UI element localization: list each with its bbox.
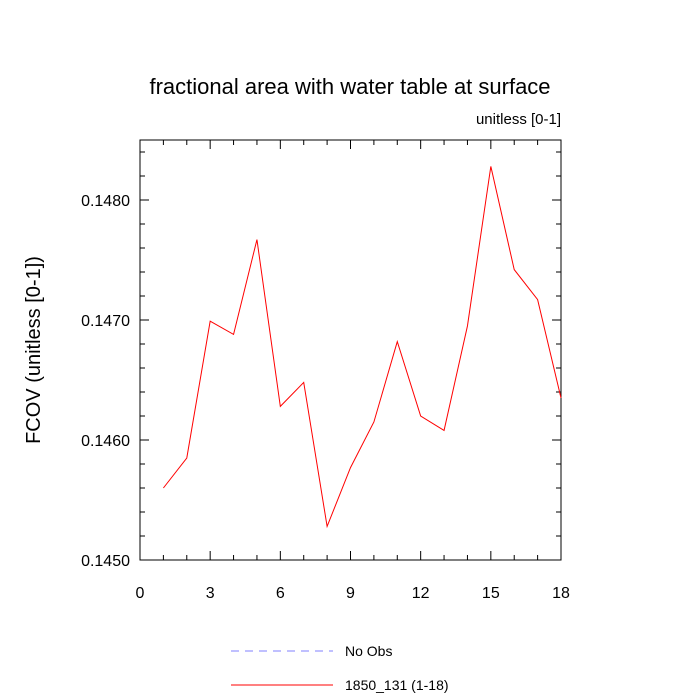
series-line [162, 166, 562, 529]
legend-label: 1850_131 (1-18) [345, 677, 449, 693]
y-tick-label: 0.1450 [81, 553, 130, 570]
series-layer [162, 166, 562, 529]
y-tick-label: 0.1460 [81, 433, 130, 450]
y-tick-label: 0.1480 [81, 193, 130, 210]
x-tick-label: 18 [552, 585, 570, 602]
x-tick-label: 12 [412, 585, 430, 602]
y-tick-label: 0.1470 [81, 313, 130, 330]
chart-subtitle: unitless [0-1] [476, 111, 561, 128]
x-tick-label: 6 [276, 585, 285, 602]
x-tick-label: 15 [482, 585, 500, 602]
y-axis-label: FCOV (unitless [0-1]) [23, 256, 45, 444]
x-tick-label: 3 [206, 585, 215, 602]
x-tick-label: 9 [346, 585, 355, 602]
x-axis-tick-labels: 0 3 6 9 12 15 18 [136, 585, 570, 602]
x-axis-ticks [139, 140, 562, 560]
plot-frame [139, 139, 562, 561]
legend: No Obs 1850_131 (1-18) [231, 643, 449, 693]
y-axis-ticks [140, 151, 561, 561]
x-tick-label: 0 [136, 585, 145, 602]
y-axis-tick-labels: 0.1450 0.1460 0.1470 0.1480 [81, 193, 130, 570]
chart-title: fractional area with water table at surf… [149, 74, 550, 99]
legend-label: No Obs [345, 643, 392, 659]
